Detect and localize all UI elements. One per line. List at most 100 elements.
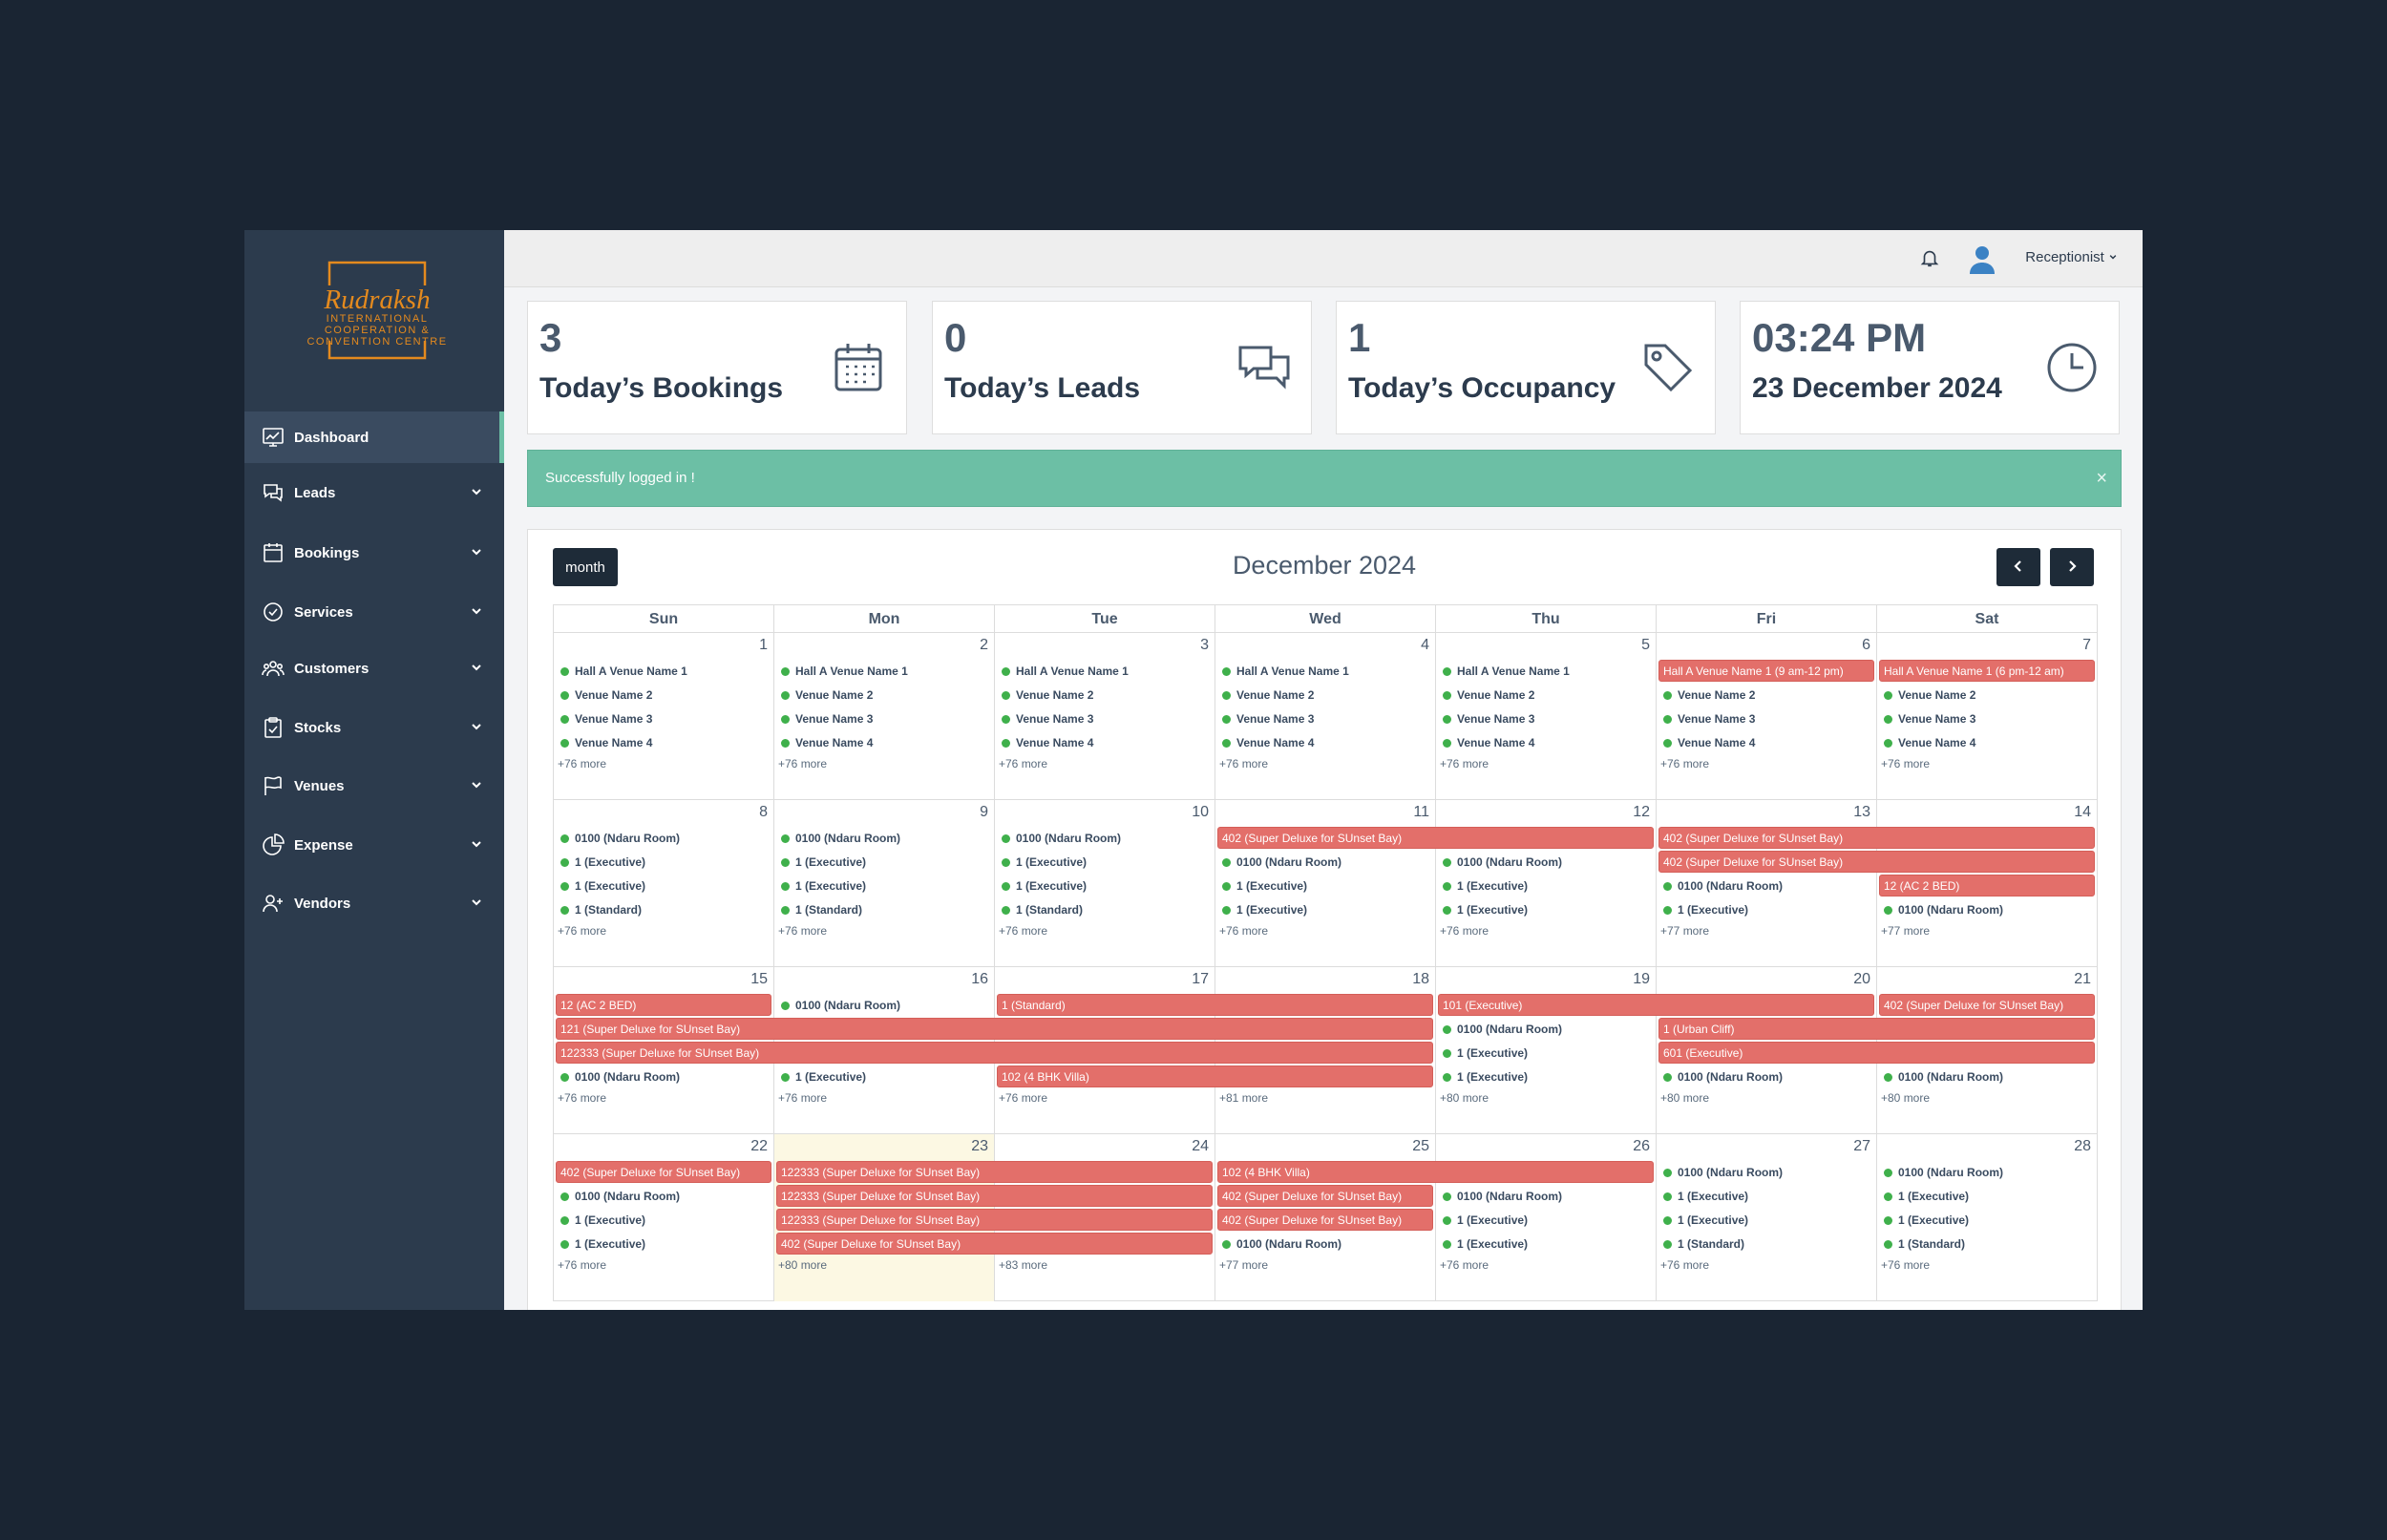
booking-dot-event[interactable]: 0100 (Ndaru Room) xyxy=(1436,1018,1653,1040)
day-number[interactable]: 27 xyxy=(1853,1138,1870,1154)
more-events-link[interactable]: +76 more xyxy=(778,924,828,938)
day-cell[interactable]: 22 xyxy=(554,1134,774,1301)
booking-dot-event[interactable]: 0100 (Ndaru Room) xyxy=(1436,851,1653,873)
booking-dot-event[interactable]: Venue Name 4 xyxy=(1877,731,2094,753)
more-events-link[interactable]: +81 more xyxy=(1219,1091,1269,1105)
booking-dot-event[interactable]: 1 (Executive) xyxy=(774,875,991,897)
booking-event[interactable]: 102 (4 BHK Villa) xyxy=(1217,1161,1654,1183)
booking-event[interactable]: 402 (Super Deluxe for SUnset Bay) xyxy=(1658,827,2095,849)
day-number[interactable]: 28 xyxy=(2074,1138,2091,1154)
booking-dot-event[interactable]: 1 (Executive) xyxy=(1436,898,1653,920)
booking-dot-event[interactable]: 1 (Executive) xyxy=(1215,875,1432,897)
booking-dot-event[interactable]: 1 (Executive) xyxy=(1657,1185,1873,1207)
booking-event[interactable]: 102 (4 BHK Villa) xyxy=(997,1065,1433,1087)
sidebar-item-stocks[interactable]: Stocks xyxy=(244,702,504,753)
month-view-button[interactable]: month xyxy=(553,548,618,586)
prev-month-button[interactable] xyxy=(1996,548,2040,586)
day-number[interactable]: 15 xyxy=(750,971,768,987)
sidebar-item-leads[interactable]: Leads xyxy=(244,467,504,518)
bell-icon[interactable] xyxy=(1919,247,1940,268)
more-events-link[interactable]: +76 more xyxy=(1219,757,1269,770)
booking-dot-event[interactable]: Venue Name 3 xyxy=(995,707,1212,729)
booking-dot-event[interactable]: Venue Name 2 xyxy=(554,684,771,706)
day-number[interactable]: 23 xyxy=(971,1138,988,1154)
booking-dot-event[interactable]: 1 (Standard) xyxy=(995,898,1212,920)
more-events-link[interactable]: +80 more xyxy=(1440,1091,1489,1105)
day-number[interactable]: 11 xyxy=(1413,804,1429,820)
booking-dot-event[interactable]: 1 (Executive) xyxy=(1436,1233,1653,1255)
day-number[interactable]: 2 xyxy=(980,637,988,653)
booking-dot-event[interactable]: 1 (Executive) xyxy=(1657,898,1873,920)
booking-dot-event[interactable]: Venue Name 3 xyxy=(1215,707,1432,729)
more-events-link[interactable]: +76 more xyxy=(1660,757,1710,770)
booking-dot-event[interactable]: Venue Name 4 xyxy=(554,731,771,753)
booking-dot-event[interactable]: Venue Name 4 xyxy=(774,731,991,753)
booking-dot-event[interactable]: 1 (Executive) xyxy=(1436,1042,1653,1064)
day-number[interactable]: 17 xyxy=(1192,971,1209,987)
more-events-link[interactable]: +76 more xyxy=(1881,757,1931,770)
booking-dot-event[interactable]: Venue Name 3 xyxy=(554,707,771,729)
day-number[interactable]: 19 xyxy=(1633,971,1650,987)
more-events-link[interactable]: +80 more xyxy=(778,1258,828,1272)
booking-dot-event[interactable]: 1 (Executive) xyxy=(1436,1209,1653,1231)
booking-dot-event[interactable]: Hall A Venue Name 1 xyxy=(1436,660,1653,682)
booking-dot-event[interactable]: 1 (Standard) xyxy=(1877,1233,2094,1255)
day-number[interactable]: 3 xyxy=(1200,637,1209,653)
more-events-link[interactable]: +76 more xyxy=(558,1258,607,1272)
booking-dot-event[interactable]: 0100 (Ndaru Room) xyxy=(1657,875,1873,897)
booking-event[interactable]: 122333 (Super Deluxe for SUnset Bay) xyxy=(776,1209,1213,1231)
more-events-link[interactable]: +77 more xyxy=(1881,924,1931,938)
booking-dot-event[interactable]: 1 (Executive) xyxy=(1436,1065,1653,1087)
day-number[interactable]: 18 xyxy=(1412,971,1429,987)
booking-dot-event[interactable]: 1 (Executive) xyxy=(1877,1185,2094,1207)
more-events-link[interactable]: +76 more xyxy=(558,1091,607,1105)
booking-dot-event[interactable]: 0100 (Ndaru Room) xyxy=(554,1185,771,1207)
more-events-link[interactable]: +76 more xyxy=(558,757,607,770)
day-number[interactable]: 13 xyxy=(1853,804,1870,820)
brand-logo[interactable]: Rudraksh INTERNATIONAL COOPERATION & CON… xyxy=(297,261,457,368)
booking-dot-event[interactable]: Venue Name 2 xyxy=(774,684,991,706)
more-events-link[interactable]: +76 more xyxy=(558,924,607,938)
booking-event[interactable]: 12 (AC 2 BED) xyxy=(1879,875,2095,897)
booking-dot-event[interactable]: 0100 (Ndaru Room) xyxy=(1657,1161,1873,1183)
booking-dot-event[interactable]: 0100 (Ndaru Room) xyxy=(1215,851,1432,873)
day-number[interactable]: 9 xyxy=(980,804,988,820)
booking-event[interactable]: Hall A Venue Name 1 (6 pm-12 am) xyxy=(1879,660,2095,682)
more-events-link[interactable]: +77 more xyxy=(1219,1258,1269,1272)
day-cell[interactable]: 28 xyxy=(1877,1134,2098,1301)
booking-event[interactable]: 121 (Super Deluxe for SUnset Bay) xyxy=(556,1018,1433,1040)
day-number[interactable]: 1 xyxy=(759,637,768,653)
booking-dot-event[interactable]: 1 (Executive) xyxy=(1215,898,1432,920)
booking-event[interactable]: 402 (Super Deluxe for SUnset Bay) xyxy=(1658,851,2095,873)
day-number[interactable]: 8 xyxy=(759,804,768,820)
more-events-link[interactable]: +77 more xyxy=(1660,924,1710,938)
close-icon[interactable]: × xyxy=(2096,468,2107,489)
booking-dot-event[interactable]: 0100 (Ndaru Room) xyxy=(1877,1161,2094,1183)
more-events-link[interactable]: +80 more xyxy=(1881,1091,1931,1105)
booking-dot-event[interactable]: Venue Name 3 xyxy=(1436,707,1653,729)
more-events-link[interactable]: +76 more xyxy=(999,924,1048,938)
sidebar-item-venues[interactable]: Venues xyxy=(244,760,504,812)
booking-event[interactable]: 1 (Standard) xyxy=(997,994,1433,1016)
day-number[interactable]: 10 xyxy=(1192,804,1209,820)
booking-dot-event[interactable]: 0100 (Ndaru Room) xyxy=(554,827,771,849)
booking-dot-event[interactable]: 0100 (Ndaru Room) xyxy=(554,1065,771,1087)
booking-dot-event[interactable]: Venue Name 2 xyxy=(1436,684,1653,706)
day-cell[interactable]: 7 xyxy=(1877,633,2098,800)
day-number[interactable]: 16 xyxy=(971,971,988,987)
day-number[interactable]: 20 xyxy=(1853,971,1870,987)
booking-dot-event[interactable]: 1 (Executive) xyxy=(1657,1209,1873,1231)
booking-dot-event[interactable]: 1 (Executive) xyxy=(1877,1209,2094,1231)
booking-dot-event[interactable]: Venue Name 3 xyxy=(1657,707,1873,729)
booking-dot-event[interactable]: Venue Name 4 xyxy=(1657,731,1873,753)
day-number[interactable]: 22 xyxy=(750,1138,768,1154)
more-events-link[interactable]: +76 more xyxy=(778,757,828,770)
booking-dot-event[interactable]: Venue Name 4 xyxy=(995,731,1212,753)
booking-dot-event[interactable]: 0100 (Ndaru Room) xyxy=(1657,1065,1873,1087)
sidebar-item-vendors[interactable]: Vendors xyxy=(244,877,504,929)
booking-dot-event[interactable]: 1 (Executive) xyxy=(995,875,1212,897)
day-number[interactable]: 5 xyxy=(1641,637,1650,653)
booking-dot-event[interactable]: 0100 (Ndaru Room) xyxy=(1436,1185,1653,1207)
more-events-link[interactable]: +80 more xyxy=(1660,1091,1710,1105)
booking-dot-event[interactable]: Venue Name 2 xyxy=(1877,684,2094,706)
